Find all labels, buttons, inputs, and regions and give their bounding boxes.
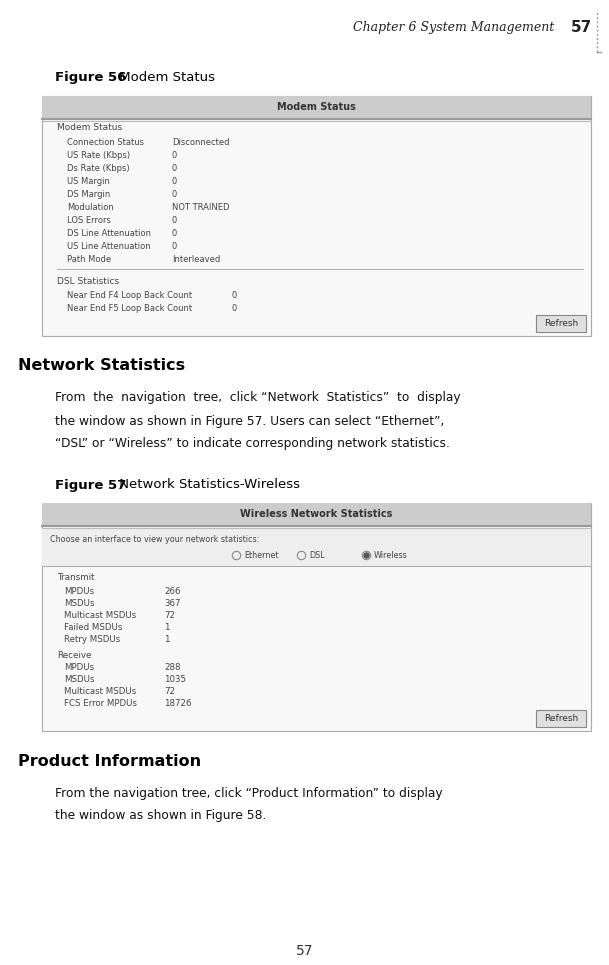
Text: MSDUs: MSDUs xyxy=(64,598,94,608)
Text: 288: 288 xyxy=(164,664,180,673)
Text: 57: 57 xyxy=(296,944,313,958)
Text: 0: 0 xyxy=(172,178,177,186)
Text: MSDUs: MSDUs xyxy=(64,676,94,684)
Text: Ds Rate (Kbps): Ds Rate (Kbps) xyxy=(67,164,130,174)
Text: Figure 56: Figure 56 xyxy=(55,71,127,85)
Text: MPDUs: MPDUs xyxy=(64,664,94,673)
Text: LOS Errors: LOS Errors xyxy=(67,216,111,225)
Text: 0: 0 xyxy=(172,152,177,160)
Text: “DSL” or “Wireless” to indicate corresponding network statistics.: “DSL” or “Wireless” to indicate correspo… xyxy=(55,437,450,451)
Text: Near End F4 Loop Back Count: Near End F4 Loop Back Count xyxy=(67,290,192,300)
Text: FCS Error MPDUs: FCS Error MPDUs xyxy=(64,700,137,708)
Text: MPDUs: MPDUs xyxy=(64,587,94,595)
Text: 0: 0 xyxy=(172,216,177,225)
Text: Receive: Receive xyxy=(57,650,91,659)
Text: 72: 72 xyxy=(164,611,175,620)
Text: 1035: 1035 xyxy=(164,676,186,684)
Text: US Rate (Kbps): US Rate (Kbps) xyxy=(67,152,130,160)
Text: Connection Status: Connection Status xyxy=(67,138,144,148)
Text: 72: 72 xyxy=(164,687,175,697)
Text: Network Statistics: Network Statistics xyxy=(18,359,185,373)
Text: DSL Statistics: DSL Statistics xyxy=(57,277,119,287)
Text: the window as shown in Figure 58.: the window as shown in Figure 58. xyxy=(55,810,266,822)
Text: DSL: DSL xyxy=(309,551,325,560)
FancyBboxPatch shape xyxy=(536,315,586,332)
FancyBboxPatch shape xyxy=(536,710,586,727)
Text: Chapter 6 System Management: Chapter 6 System Management xyxy=(353,21,554,35)
Text: Near End F5 Loop Back Count: Near End F5 Loop Back Count xyxy=(67,304,192,313)
Text: 367: 367 xyxy=(164,598,180,608)
Text: Modem Status: Modem Status xyxy=(115,71,215,85)
Text: Retry MSDUs: Retry MSDUs xyxy=(64,635,120,644)
Text: 0: 0 xyxy=(172,230,177,238)
Text: US Line Attenuation: US Line Attenuation xyxy=(67,242,150,251)
Text: Multicast MSDUs: Multicast MSDUs xyxy=(64,687,136,697)
Text: Path Mode: Path Mode xyxy=(67,256,111,264)
Text: 57: 57 xyxy=(571,20,592,36)
Text: 0: 0 xyxy=(172,190,177,200)
Text: Choose an interface to view your network statistics:: Choose an interface to view your network… xyxy=(50,535,259,543)
Text: From  the  navigation  tree,  click “Network  Statistics”  to  display: From the navigation tree, click “Network… xyxy=(55,392,460,404)
Text: Modem Status: Modem Status xyxy=(277,102,356,112)
Text: From the navigation tree, click “Product Information” to display: From the navigation tree, click “Product… xyxy=(55,786,443,799)
Text: Wireless Network Statistics: Wireless Network Statistics xyxy=(241,509,393,519)
Text: Transmit: Transmit xyxy=(57,573,94,583)
Text: Ethernet: Ethernet xyxy=(244,551,278,560)
FancyBboxPatch shape xyxy=(42,96,591,118)
Text: Wireless: Wireless xyxy=(374,551,408,560)
Text: Disconnected: Disconnected xyxy=(172,138,230,148)
Text: DS Line Attenuation: DS Line Attenuation xyxy=(67,230,151,238)
Text: US Margin: US Margin xyxy=(67,178,110,186)
Text: Refresh: Refresh xyxy=(544,319,578,328)
Text: Figure 57: Figure 57 xyxy=(55,479,126,491)
FancyBboxPatch shape xyxy=(42,529,591,566)
FancyBboxPatch shape xyxy=(42,503,591,525)
Text: Multicast MSDUs: Multicast MSDUs xyxy=(64,611,136,620)
Text: Network Statistics-Wireless: Network Statistics-Wireless xyxy=(115,479,300,491)
Text: 18726: 18726 xyxy=(164,700,191,708)
Text: 0: 0 xyxy=(172,164,177,174)
Text: 1: 1 xyxy=(164,635,169,644)
FancyBboxPatch shape xyxy=(42,503,591,731)
Text: DS Margin: DS Margin xyxy=(67,190,110,200)
Text: Modem Status: Modem Status xyxy=(57,124,122,132)
Text: the window as shown in Figure 57. Users can select “Ethernet”,: the window as shown in Figure 57. Users … xyxy=(55,415,445,427)
Text: Failed MSDUs: Failed MSDUs xyxy=(64,622,122,631)
Text: Modulation: Modulation xyxy=(67,204,114,212)
Text: 266: 266 xyxy=(164,587,180,595)
Text: 0: 0 xyxy=(232,304,238,313)
Text: Product Information: Product Information xyxy=(18,754,201,768)
Text: 0: 0 xyxy=(172,242,177,251)
Text: 1: 1 xyxy=(164,622,169,631)
Text: 0: 0 xyxy=(232,290,238,300)
Circle shape xyxy=(364,553,369,558)
FancyBboxPatch shape xyxy=(42,96,591,336)
Text: Refresh: Refresh xyxy=(544,714,578,723)
Text: NOT TRAINED: NOT TRAINED xyxy=(172,204,230,212)
Text: Interleaved: Interleaved xyxy=(172,256,220,264)
